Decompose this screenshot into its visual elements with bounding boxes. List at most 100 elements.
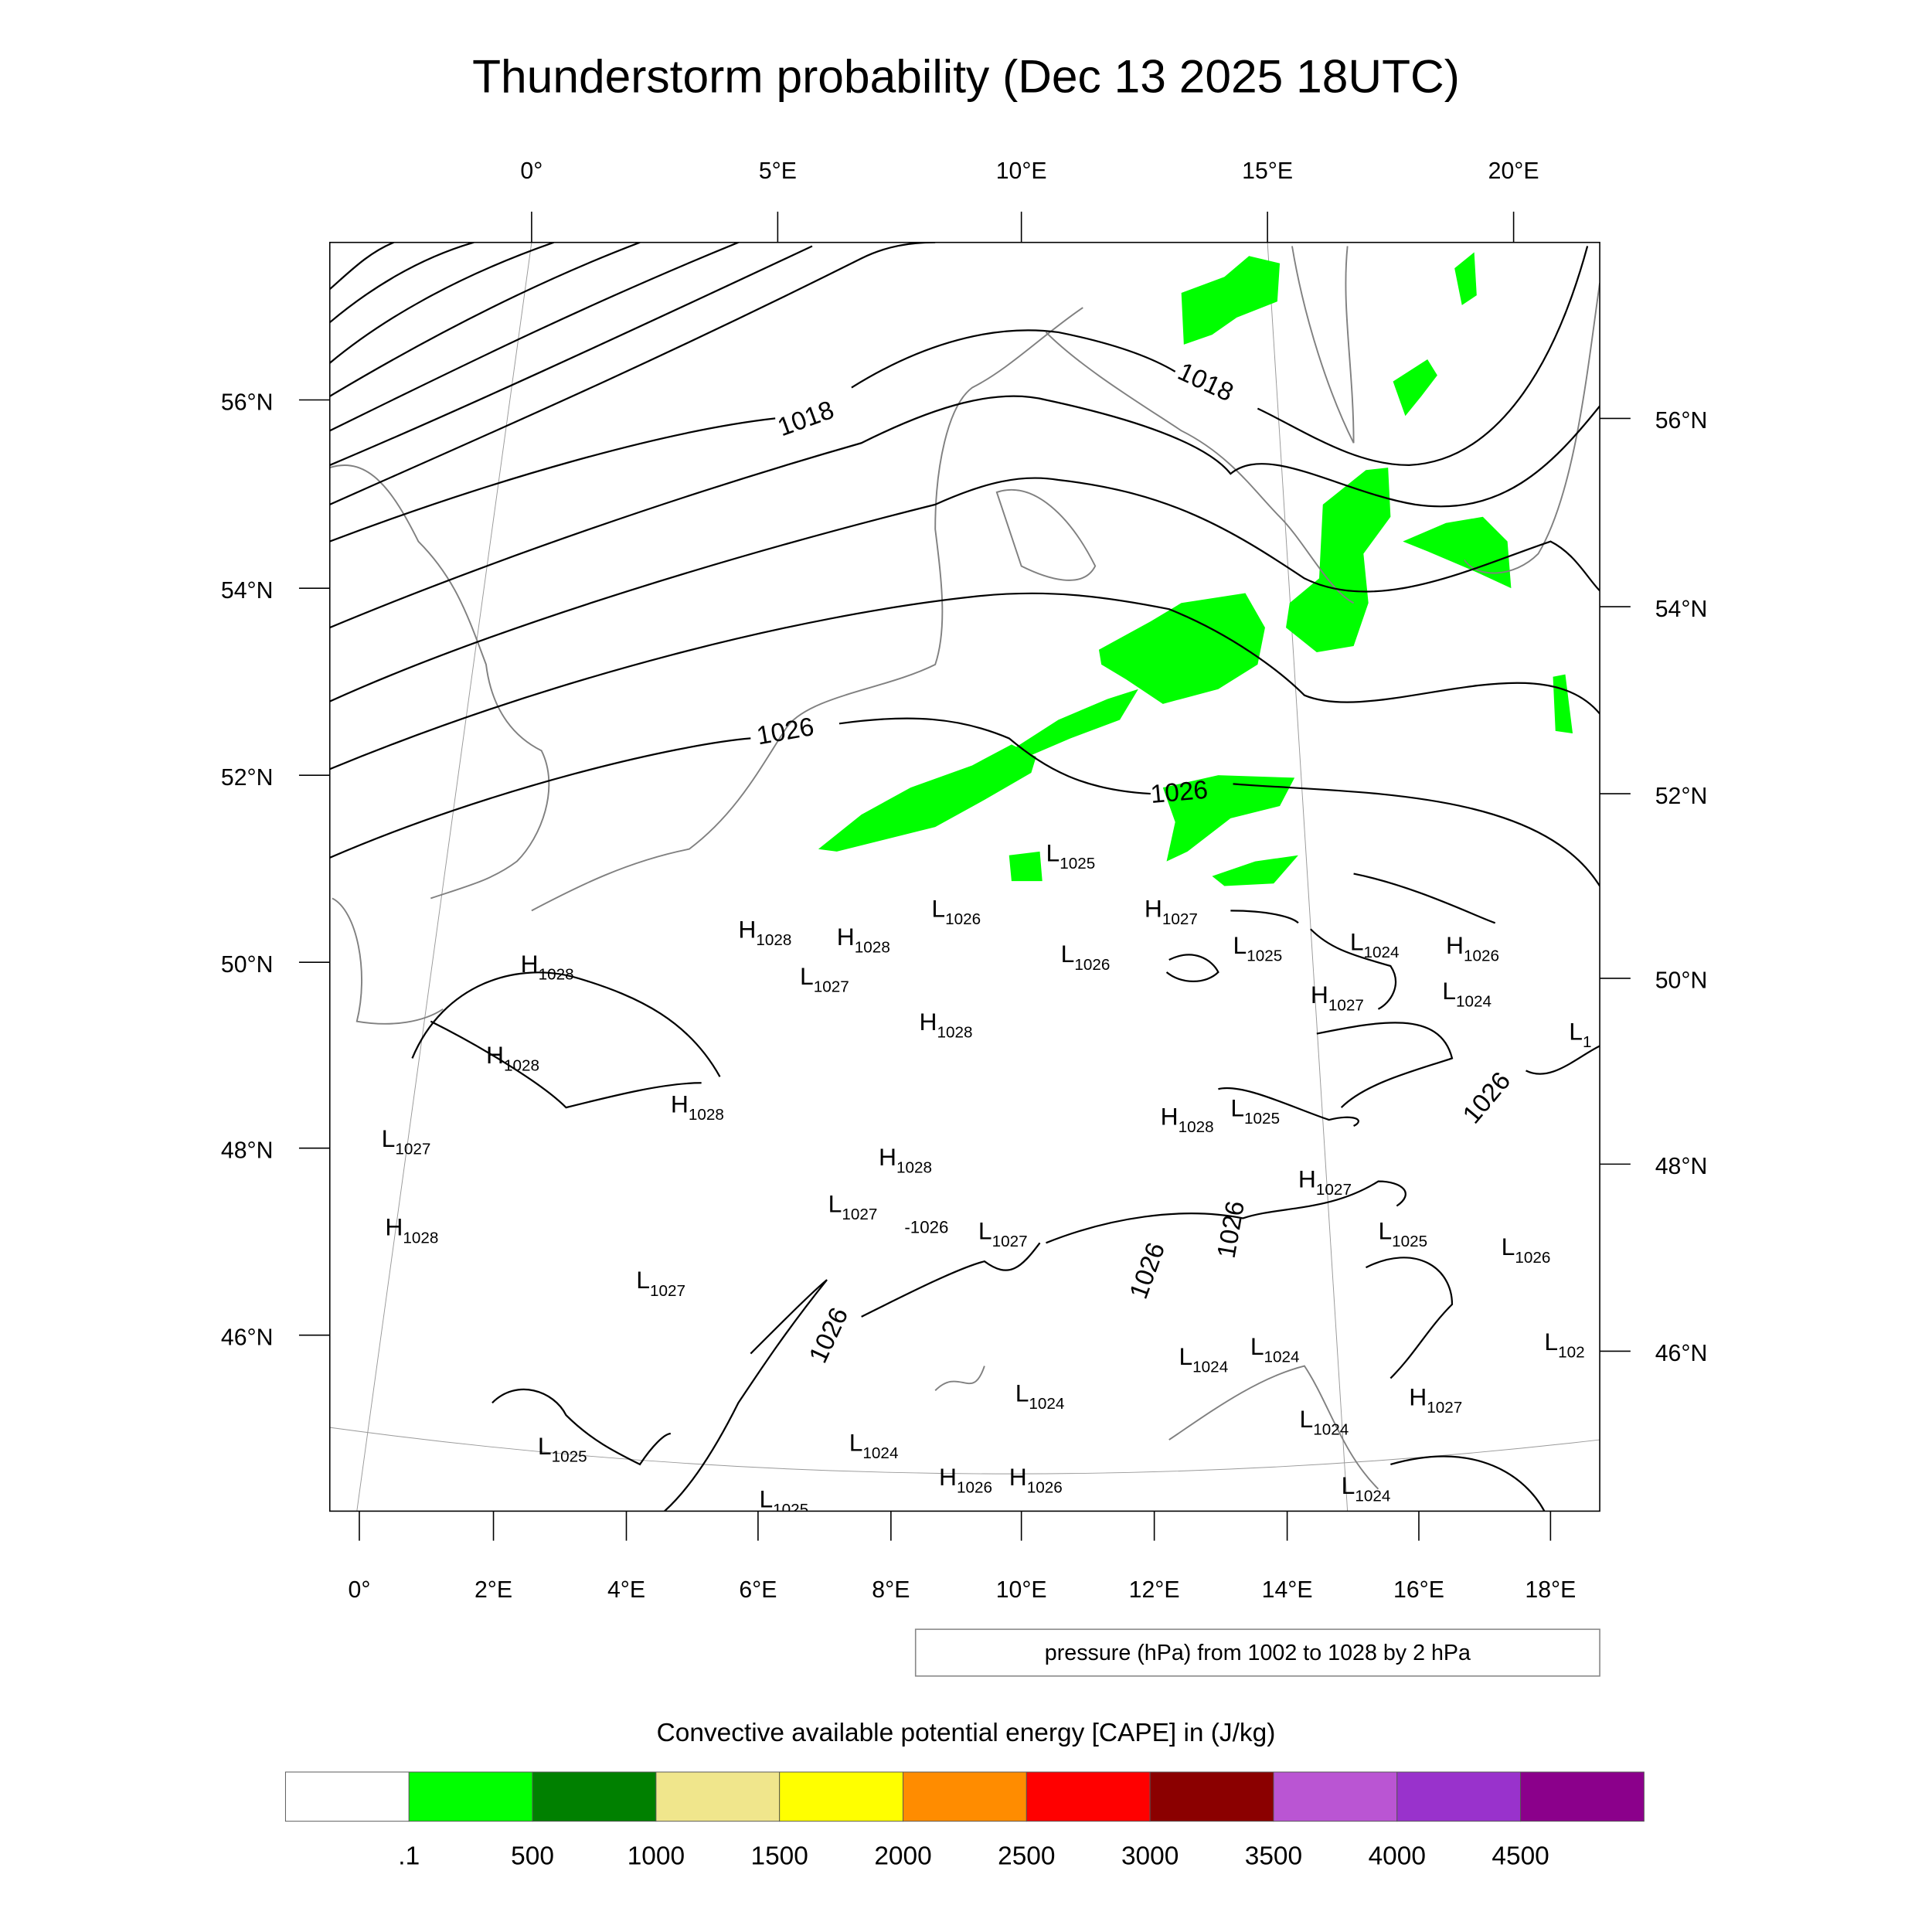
pressure-legend-text: pressure (hPa) from 1002 to 1028 by 2 hP…	[1045, 1641, 1471, 1665]
bottom-lon-label: 8°E	[872, 1577, 910, 1603]
coastlines	[329, 246, 1600, 1490]
top-longitude-axis: 0° 5°E 10°E 15°E 20°E	[520, 158, 1539, 243]
colorbar-swatch	[1026, 1771, 1151, 1822]
left-lat-label: 48°N	[221, 1138, 274, 1163]
right-lat-label: 56°N	[1655, 408, 1708, 434]
map-plot-area: 1018 1018 1026 1026 1026 1026 1026 1026 …	[329, 242, 1600, 1519]
high-pressure-center: H1027	[1409, 1383, 1462, 1417]
cape-shading	[818, 252, 1573, 886]
high-pressure-center: H1028	[837, 923, 890, 957]
high-pressure-center: H1028	[879, 1143, 932, 1177]
right-lat-label: 52°N	[1655, 784, 1708, 809]
map-title: Thunderstorm probability (Dec 13 2025 18…	[472, 49, 1460, 102]
right-lat-label: 48°N	[1655, 1154, 1708, 1179]
low-pressure-center: L1027	[636, 1266, 685, 1300]
bottom-lon-label: 10°E	[996, 1577, 1047, 1603]
low-pressure-center: L1025	[1230, 1094, 1280, 1128]
low-pressure-center: L1024	[1342, 1471, 1391, 1505]
colorbar-label: 4500	[1492, 1842, 1549, 1870]
low-pressure-center: L1027	[800, 962, 849, 996]
right-lat-label: 54°N	[1655, 597, 1708, 622]
low-pressure-center: L1024	[1350, 927, 1400, 961]
colorbar-label: 4000	[1369, 1842, 1426, 1870]
left-latitude-axis: 56°N 54°N 52°N 50°N 48°N 46°N	[221, 389, 330, 1350]
colorbar-swatch	[1149, 1771, 1274, 1822]
pressure-centers: H1028 H1028 L1026 L1025 H1027 L1025 L1024 H1026…	[382, 839, 1592, 1519]
high-pressure-center: H1027	[1298, 1165, 1352, 1199]
isobar-label: 1026	[1149, 776, 1209, 809]
top-lon-label: 5°E	[759, 158, 797, 184]
colorbar-label: 1000	[628, 1842, 685, 1870]
high-pressure-center: H1028	[919, 1008, 972, 1042]
bottom-lon-label: 4°E	[607, 1577, 645, 1603]
high-pressure-center: H1028	[521, 950, 574, 984]
graticule	[329, 242, 1600, 1512]
colorbar-swatch	[1520, 1771, 1645, 1822]
colorbar-label: .1	[398, 1842, 420, 1870]
low-pressure-center: L1027	[978, 1217, 1028, 1251]
bottom-lon-label: 14°E	[1262, 1577, 1313, 1603]
high-pressure-center: H1027	[1145, 894, 1198, 928]
high-pressure-center: H1028	[385, 1213, 438, 1247]
low-pressure-center: L1025	[1233, 931, 1283, 965]
high-pressure-center: H1028	[738, 915, 791, 949]
low-pressure-center: L102	[1544, 1328, 1584, 1362]
colorbar-swatch	[532, 1771, 657, 1822]
right-lat-label: 46°N	[1655, 1341, 1708, 1366]
top-lon-label: 15°E	[1242, 158, 1293, 184]
pressure-legend: pressure (hPa) from 1002 to 1028 by 2 hP…	[914, 1628, 1600, 1677]
low-pressure-center: L1024	[1015, 1379, 1065, 1413]
top-lon-label: 20°E	[1488, 158, 1539, 184]
left-lat-label: 46°N	[221, 1325, 274, 1350]
colorbar-swatch	[903, 1771, 1027, 1822]
high-pressure-center: H1026	[939, 1463, 992, 1497]
isobar-label: -1026	[904, 1218, 948, 1237]
bottom-lon-label: 2°E	[474, 1577, 512, 1603]
right-lat-label: 50°N	[1655, 968, 1708, 994]
left-lat-label: 50°N	[221, 952, 274, 978]
low-pressure-center: L1027	[382, 1124, 431, 1158]
colorbar-label: 2500	[998, 1842, 1055, 1870]
top-lon-label: 0°	[520, 158, 543, 184]
low-pressure-center: L1024	[1179, 1342, 1228, 1376]
high-pressure-center: H1027	[1311, 981, 1364, 1015]
bottom-lon-label: 12°E	[1129, 1577, 1180, 1603]
colorbar-label: 3000	[1121, 1842, 1179, 1870]
colorbar-label: 2000	[874, 1842, 931, 1870]
colorbar-swatch	[284, 1771, 410, 1822]
low-pressure-center: L1025	[759, 1485, 808, 1519]
left-lat-label: 56°N	[221, 389, 274, 415]
right-latitude-axis: 56°N 54°N 52°N 50°N 48°N 46°N	[1600, 408, 1707, 1366]
bottom-lon-label: 6°E	[739, 1577, 777, 1603]
bottom-lon-label: 16°E	[1393, 1577, 1444, 1603]
colorbar-label: 500	[511, 1842, 554, 1870]
low-pressure-center: L1026	[1502, 1233, 1551, 1267]
low-pressure-center: L1024	[1300, 1405, 1349, 1439]
low-pressure-center: L1025	[1378, 1217, 1427, 1251]
high-pressure-center: H1028	[671, 1090, 724, 1124]
left-lat-label: 52°N	[221, 765, 274, 791]
low-pressure-center: L1024	[849, 1428, 899, 1462]
high-pressure-center: H1026	[1446, 931, 1499, 965]
low-pressure-center: L1025	[1046, 839, 1096, 873]
colorbar-swatch	[779, 1771, 903, 1822]
high-pressure-center: H1026	[1009, 1463, 1063, 1497]
colorbar: .1 500 1000 1500 2000 2500 3000 3500 4000 4500	[284, 1771, 1645, 1870]
bottom-lon-label: 18°E	[1525, 1577, 1576, 1603]
low-pressure-center: L1026	[931, 894, 981, 928]
colorbar-title: Convective available potential energy [C…	[657, 1719, 1276, 1747]
colorbar-swatch	[1396, 1771, 1522, 1822]
left-lat-label: 54°N	[221, 578, 274, 604]
top-lon-label: 10°E	[996, 158, 1047, 184]
bottom-lon-label: 0°	[349, 1577, 371, 1603]
colorbar-swatch	[408, 1771, 533, 1822]
low-pressure-center: L1026	[1061, 940, 1111, 974]
high-pressure-center: H1028	[1161, 1102, 1214, 1136]
low-pressure-center: L1024	[1250, 1332, 1300, 1366]
colorbar-label: 3500	[1245, 1842, 1302, 1870]
low-pressure-center: L1024	[1442, 977, 1492, 1011]
map-frame	[328, 241, 1600, 1512]
low-pressure-center: L1	[1569, 1018, 1591, 1052]
colorbar-swatch	[1273, 1771, 1398, 1822]
